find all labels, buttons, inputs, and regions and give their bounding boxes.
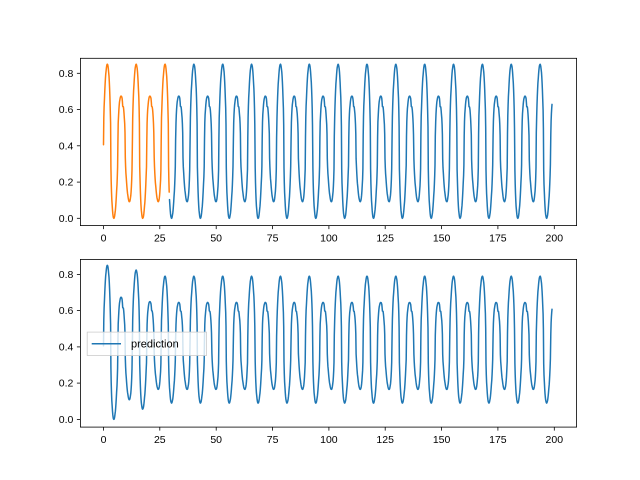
svg-text:0.0: 0.0 (59, 414, 74, 426)
svg-text:150: 150 (433, 434, 451, 446)
svg-text:200: 200 (546, 233, 564, 245)
svg-text:0.2: 0.2 (59, 378, 74, 390)
svg-text:0: 0 (101, 233, 107, 245)
svg-text:0.6: 0.6 (59, 104, 74, 116)
svg-text:175: 175 (489, 233, 507, 245)
svg-text:0.8: 0.8 (59, 68, 74, 80)
svg-text:50: 50 (210, 434, 222, 446)
svg-text:0.4: 0.4 (59, 341, 74, 353)
svg-text:0: 0 (101, 434, 107, 446)
svg-text:125: 125 (376, 233, 394, 245)
svg-text:50: 50 (210, 233, 222, 245)
svg-text:175: 175 (489, 434, 507, 446)
svg-text:25: 25 (154, 434, 166, 446)
svg-text:0.0: 0.0 (59, 213, 74, 225)
svg-text:100: 100 (320, 233, 338, 245)
svg-text:0.8: 0.8 (59, 269, 74, 281)
svg-text:25: 25 (154, 233, 166, 245)
svg-text:75: 75 (267, 233, 279, 245)
svg-text:0.2: 0.2 (59, 177, 74, 189)
svg-text:75: 75 (267, 434, 279, 446)
svg-text:100: 100 (320, 434, 338, 446)
svg-text:150: 150 (433, 233, 451, 245)
svg-text:0.6: 0.6 (59, 305, 74, 317)
svg-text:200: 200 (546, 434, 564, 446)
svg-text:prediction: prediction (131, 338, 179, 350)
svg-text:125: 125 (376, 434, 394, 446)
svg-text:0.4: 0.4 (59, 140, 74, 152)
